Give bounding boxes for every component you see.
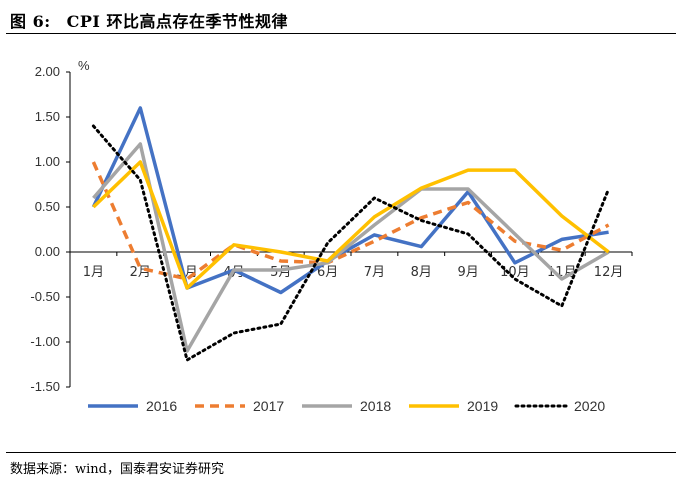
x-tick-label: 7月 [364,265,385,280]
source-rule [6,452,676,453]
series-line-2019 [92,160,610,290]
y-tick-label: 0.00 [35,244,60,259]
series-line-2016 [91,106,609,295]
legend-label-2019: 2019 [467,398,498,414]
y-tick-label: 1.00 [35,154,60,169]
y-tick-label: -1.00 [30,334,60,349]
legend-label-2017: 2017 [253,398,284,414]
x-tick-label: 9月 [457,265,478,280]
x-tick-label: 8月 [411,265,432,280]
figure-label: 图 6: [10,12,51,31]
series-line-2020 [91,124,611,362]
x-tick-label: 12月 [594,265,624,280]
title-rule [6,33,676,34]
legend-label-2018: 2018 [360,398,391,414]
y-unit-label: % [78,58,90,73]
figure-title-text: CPI 环比高点存在季节性规律 [66,12,288,31]
x-tick-label: 2月 [130,265,151,280]
y-tick-label: 2.00 [35,64,60,79]
y-tick-label: 0.50 [35,199,60,214]
x-tick-label: 6月 [317,265,338,280]
series-line-2018 [92,142,610,353]
x-tick-label: 10月 [500,265,530,280]
y-tick-label: 1.50 [35,109,60,124]
x-tick-label: 1月 [83,265,104,280]
data-source: 数据来源：wind，国泰君安证券研究 [10,462,224,477]
legend-label-2016: 2016 [146,398,177,414]
figure-title: 图 6: CPI 环比高点存在季节性规律 [10,8,288,32]
y-tick-label: -0.50 [30,289,60,304]
legend-label-2020: 2020 [574,398,605,414]
y-tick-label: -1.50 [30,379,60,394]
